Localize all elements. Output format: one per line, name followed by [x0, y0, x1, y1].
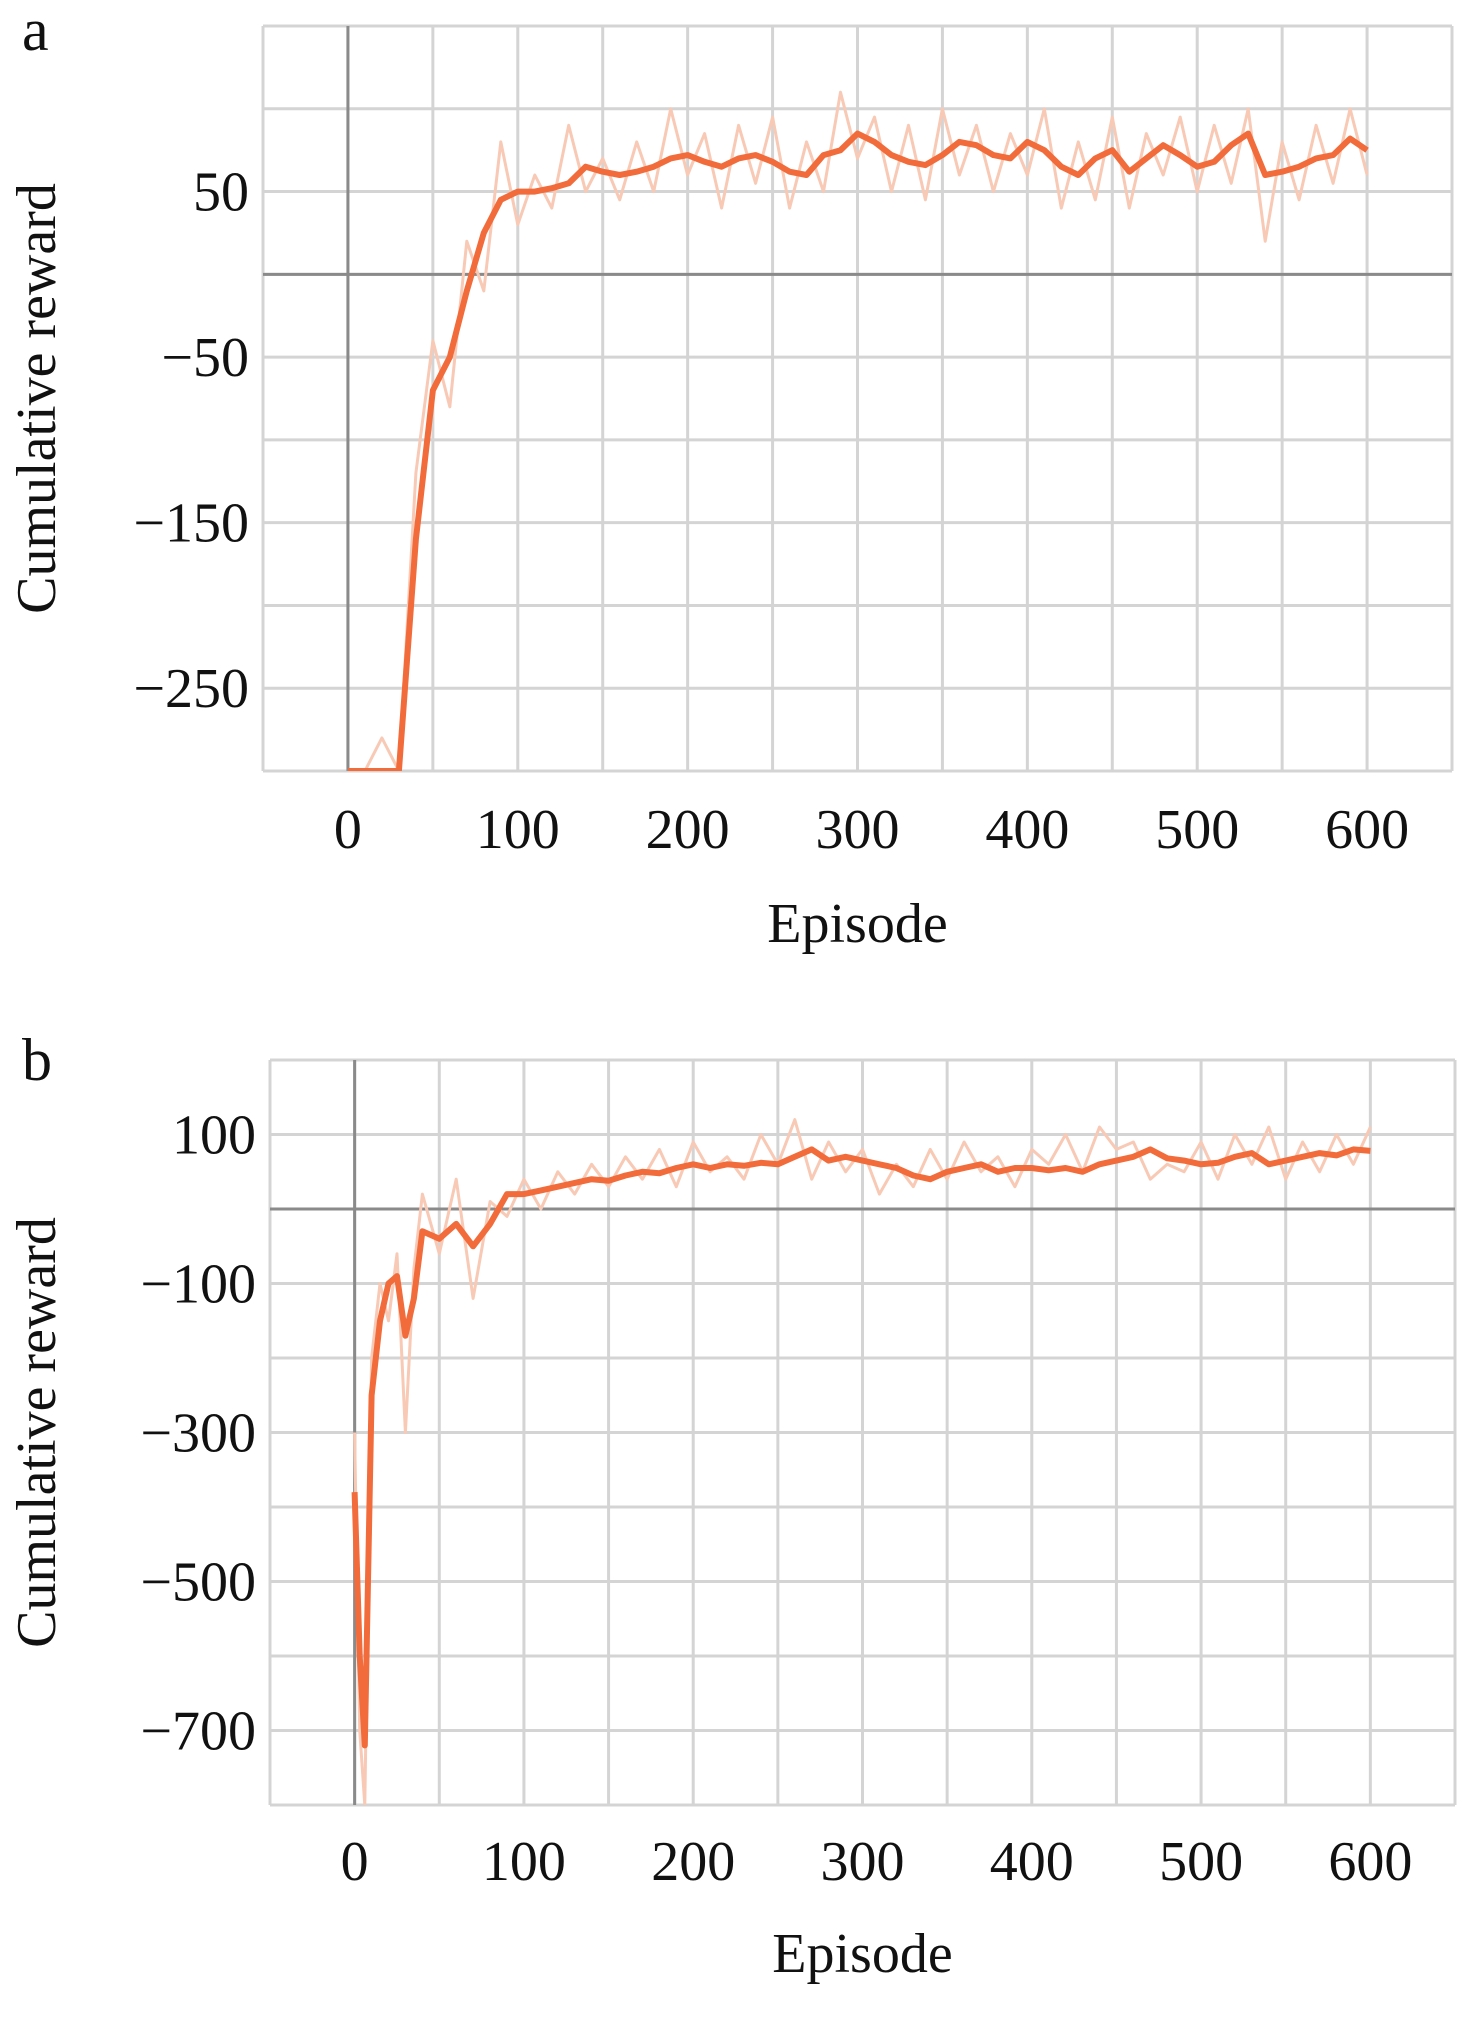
x-tick-label: 500 [1155, 799, 1239, 861]
y-tick-label: −100 [140, 1254, 256, 1316]
x-tick-label: 200 [651, 1831, 735, 1893]
y-tick-label: 50 [193, 162, 249, 224]
x-tick-label: 600 [1328, 1831, 1412, 1893]
x-tick-label: 0 [341, 1831, 369, 1893]
y-tick-label: −500 [140, 1552, 256, 1614]
y-tick-label: −250 [133, 658, 249, 720]
raw-line [353, 1118, 1372, 1805]
x-tick-label: 0 [334, 799, 362, 861]
x-tick-label: 300 [816, 799, 900, 861]
x-tick-label: 100 [482, 1831, 566, 1893]
y-tick-label: −150 [133, 493, 249, 555]
y-tick-label: −50 [161, 327, 249, 389]
y-tick-label: −300 [140, 1403, 256, 1465]
y-axis-label: Cumulative reward [6, 1217, 68, 1648]
x-tick-label: 200 [646, 799, 730, 861]
x-tick-label: 500 [1159, 1831, 1243, 1893]
panel-label: a [22, 0, 49, 63]
chart-panel: 0 100 200 300 400 500 600 −250 −150 −50 50 Episode C… [6, 0, 1454, 955]
x-tick-label: 100 [476, 799, 560, 861]
smoothed-line [351, 1146, 1371, 1749]
y-tick-label: 100 [172, 1105, 256, 1167]
panel-label: b [22, 1027, 52, 1093]
x-tick-label: 400 [990, 1831, 1074, 1893]
y-axis-label: Cumulative reward [6, 183, 68, 614]
x-tick-label: 400 [985, 799, 1069, 861]
x-axis-label: Episode [772, 1923, 952, 1985]
chart-panel: 0 100 200 300 400 500 600 −700 −500 −300 −100 100 Ep… [6, 1027, 1457, 1985]
raw-line [347, 90, 1369, 771]
smoothed-line [347, 130, 1369, 771]
x-tick-label: 600 [1325, 799, 1409, 861]
y-tick-label: −700 [140, 1701, 256, 1763]
x-axis-label: Episode [767, 893, 947, 955]
x-tick-label: 300 [821, 1831, 905, 1893]
